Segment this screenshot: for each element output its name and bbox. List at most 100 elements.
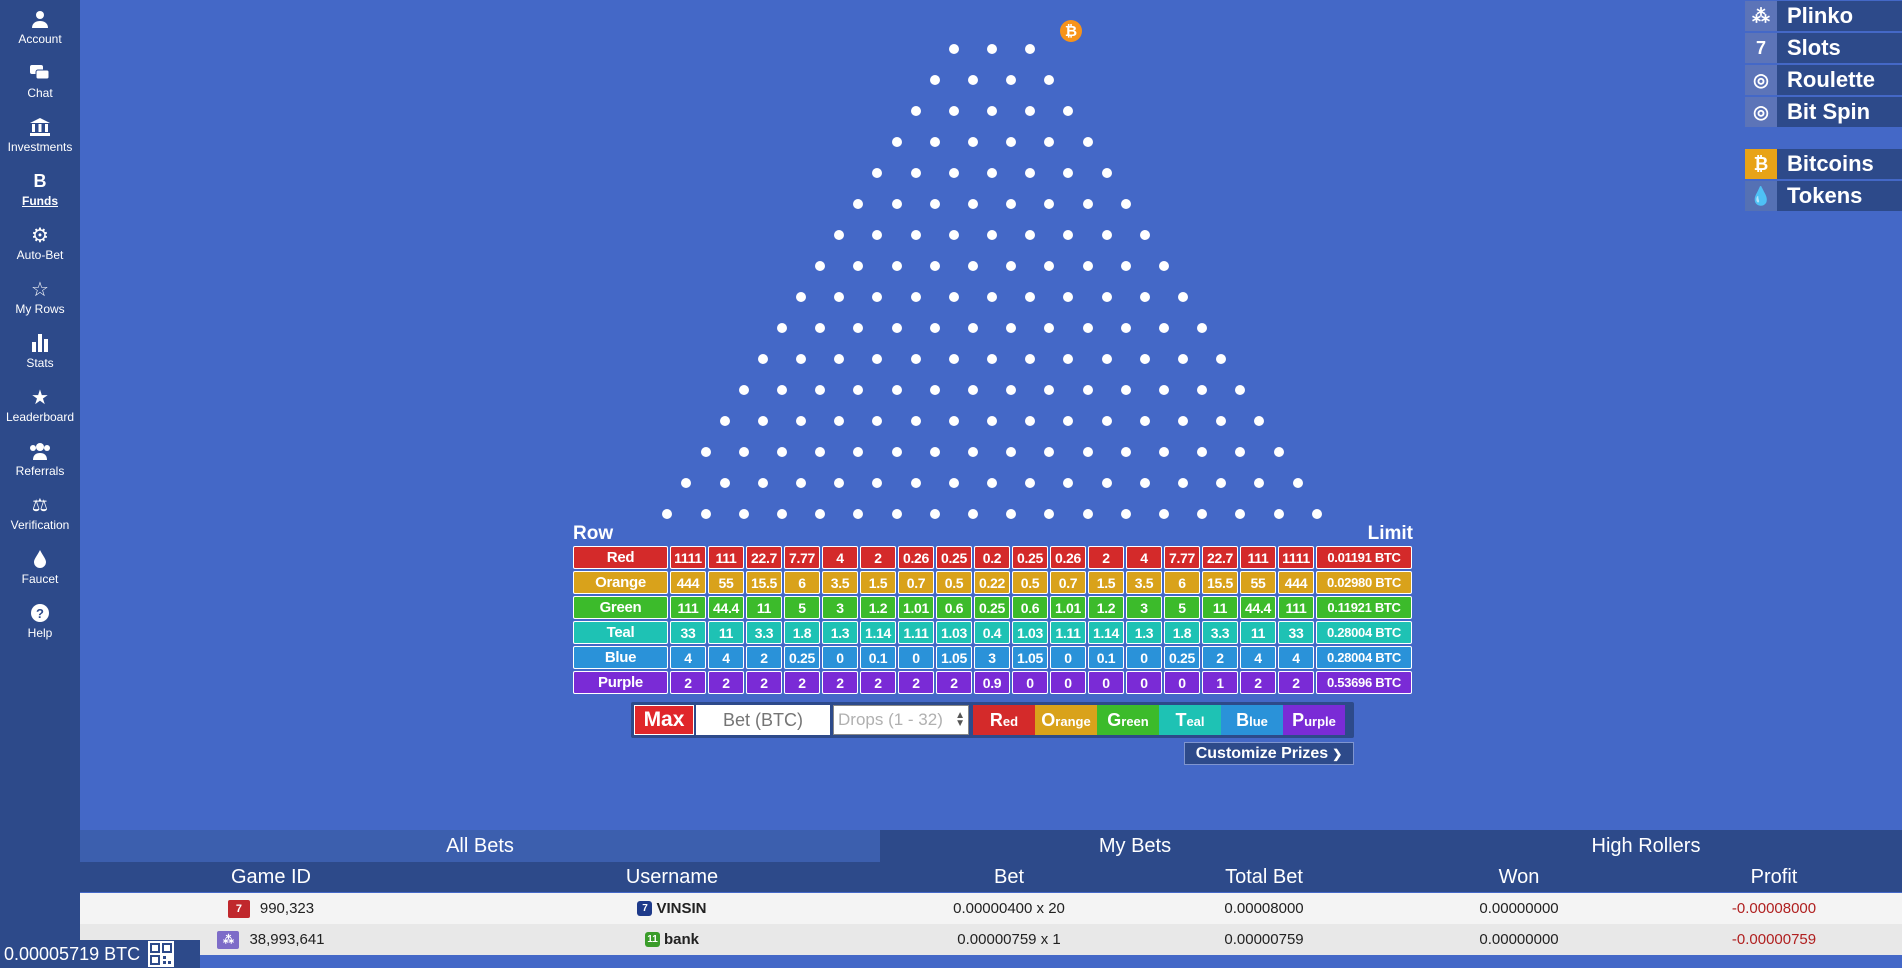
prize-table-header: Row Limit <box>573 523 1413 545</box>
tab-high-rollers[interactable]: High Rollers <box>1591 834 1701 857</box>
nav-item-account[interactable]: Account <box>0 2 80 56</box>
max-button[interactable]: Max <box>634 705 694 735</box>
prize-cell: 111 <box>708 546 744 569</box>
username[interactable]: bank <box>663 931 699 948</box>
currency-menu-label: Bitcoins <box>1787 151 1874 176</box>
nav-item-my-rows[interactable]: ☆ My Rows <box>0 272 80 326</box>
peg <box>948 44 959 54</box>
peg <box>967 199 978 209</box>
tab-all-bets[interactable]: All Bets <box>80 830 880 862</box>
column-header-game-id[interactable]: Game ID <box>230 865 312 888</box>
table-cell: -0.00000759 <box>1624 924 1902 955</box>
prize-cell: 22.7 <box>1202 546 1238 569</box>
nav-item-help[interactable]: ? Help <box>0 596 80 650</box>
prize-cell: 0 <box>822 646 858 669</box>
prize-cell: 2 <box>1278 671 1314 694</box>
peg <box>872 478 883 488</box>
game-id[interactable]: 38,993,641 <box>249 931 325 948</box>
peg <box>929 323 940 333</box>
peg <box>1120 509 1131 519</box>
nav-item-funds[interactable]: B Funds <box>0 164 80 218</box>
prize-cell: 55 <box>1240 571 1276 594</box>
prize-cell: 15.5 <box>1202 571 1238 594</box>
username[interactable]: VINSIN <box>656 900 707 917</box>
peg <box>834 230 845 240</box>
prize-cell: 0.6 <box>1012 596 1048 619</box>
peg <box>853 261 864 271</box>
peg <box>891 137 902 147</box>
peg <box>757 478 768 488</box>
game-id[interactable]: 990,323 <box>259 900 315 917</box>
peg <box>948 416 959 426</box>
prize-cell: 0.7 <box>1050 571 1086 594</box>
table-row[interactable]: 7 990,323 7 VINSIN 0.00000400 x 20 0.00008000… <box>80 893 1902 924</box>
peg <box>872 416 883 426</box>
nav-item-investments[interactable]: Investments <box>0 110 80 164</box>
prize-cell: 0.4 <box>974 621 1010 644</box>
peg <box>1044 261 1055 271</box>
drops-spinner[interactable]: ▲ ▼ <box>955 710 965 729</box>
prize-cell: 1.01 <box>898 596 934 619</box>
customize-prizes-button[interactable]: Customize Prizes ❯ <box>1184 742 1354 765</box>
game-menu-label: Bit Spin <box>1787 99 1871 124</box>
peg <box>1254 416 1265 426</box>
peg <box>834 478 845 488</box>
tab-my-bets[interactable]: My Bets <box>1098 834 1172 857</box>
peg <box>1216 354 1227 364</box>
column-header-won[interactable]: Won <box>1498 865 1540 888</box>
plinko-icon: ⁂ <box>1745 1 1777 31</box>
peg <box>700 447 711 457</box>
peg <box>1082 385 1093 395</box>
peg <box>1101 416 1112 426</box>
nav-item-stats[interactable]: Stats <box>0 326 80 380</box>
qr-code-icon[interactable] <box>148 941 175 967</box>
nav-label: Leaderboard <box>5 410 75 424</box>
slots-icon: 7 <box>1745 33 1777 63</box>
peg <box>776 447 787 457</box>
column-header-total-bet[interactable]: Total Bet <box>1225 865 1303 888</box>
table-row[interactable]: ⁂ 38,993,641 11 bank 0.00000759 x 1 0.0000075… <box>80 924 1902 955</box>
column-header-profit[interactable]: Profit <box>1750 865 1798 888</box>
prize-cell: 1111 <box>670 546 706 569</box>
drops-input[interactable]: Drops (1 - 32) ▲ ▼ <box>833 705 969 735</box>
game-menu-plinko[interactable]: ⁂ Plinko <box>1745 1 1902 31</box>
peg <box>1101 168 1112 178</box>
column-header-username[interactable]: Username <box>625 865 719 888</box>
bet-amount: 0.00000400 x 20 <box>953 900 1065 917</box>
column-header-bet[interactable]: Bet <box>993 865 1025 888</box>
game-menu-roulette[interactable]: ◎ Roulette <box>1745 65 1902 95</box>
balance-display[interactable]: 0.00005719 BTC <box>0 940 200 968</box>
prize-cell: 3.3 <box>746 621 782 644</box>
peg <box>1025 292 1036 302</box>
peg <box>700 509 711 519</box>
nav-item-referrals[interactable]: Referrals <box>0 434 80 488</box>
peg <box>1139 478 1150 488</box>
currency-menu-tokens[interactable]: 💧 Tokens <box>1745 181 1902 211</box>
peg <box>891 323 902 333</box>
peg <box>1178 478 1188 488</box>
peg <box>910 478 921 488</box>
peg <box>1006 199 1017 209</box>
game-menu-bit-spin[interactable]: ◎ Bit Spin <box>1745 97 1902 127</box>
nav-item-chat[interactable]: Chat <box>0 56 80 110</box>
nav-item-verification[interactable]: ⚖ Verification <box>0 488 80 542</box>
prize-cell: 0 <box>1012 671 1048 694</box>
nav-item-auto-bet[interactable]: ⚙ Auto-Bet <box>0 218 80 272</box>
drop-button-initial: P <box>1292 710 1305 730</box>
prize-row-red: Red 1111 111 22.7 7.77 4 2 0.26 0.25 0.2 0.25 0.26 2… <box>573 546 1414 569</box>
game-menu-slots[interactable]: 7 Slots <box>1745 33 1902 63</box>
peg <box>1082 447 1093 457</box>
bet-input[interactable] <box>696 705 830 735</box>
table-cell: 7 VINSIN <box>522 893 822 924</box>
prize-cell: 4 <box>1240 646 1276 669</box>
nav-item-faucet[interactable]: Faucet <box>0 542 80 596</box>
nav-item-leaderboard[interactable]: ★ Leaderboard <box>0 380 80 434</box>
currency-menu-bitcoins[interactable]: ₿ Bitcoins <box>1745 149 1902 179</box>
users-icon <box>29 440 51 462</box>
